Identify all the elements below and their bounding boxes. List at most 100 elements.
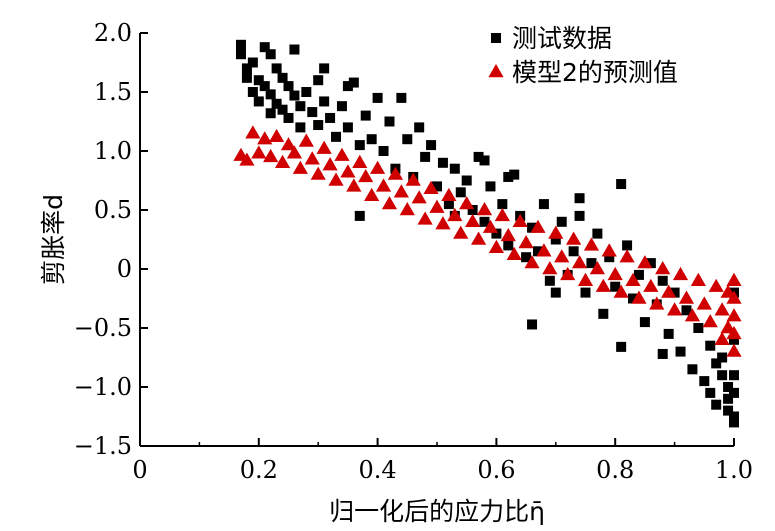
data-point-predicted	[601, 243, 617, 257]
data-point-predicted	[280, 137, 297, 151]
data-point-measured	[354, 140, 365, 151]
data-point-predicted	[583, 237, 600, 251]
data-point-measured	[729, 411, 739, 422]
data-point-predicted	[370, 160, 386, 174]
data-point-predicted	[358, 168, 374, 183]
data-point-measured	[265, 49, 276, 60]
data-point-predicted	[726, 308, 742, 322]
data-point-measured	[550, 234, 561, 245]
data-point-measured	[586, 258, 597, 269]
data-point-measured	[693, 323, 704, 333]
data-point-predicted	[411, 190, 427, 204]
data-point-measured	[729, 387, 739, 398]
data-point-measured	[509, 169, 520, 180]
data-point-measured	[521, 252, 532, 263]
data-point-measured	[645, 258, 656, 269]
data-point-predicted	[500, 227, 516, 242]
y-tick-label: −1.0	[74, 373, 132, 401]
data-point-predicted	[714, 331, 730, 345]
data-point-measured	[265, 108, 276, 119]
data-point-measured	[729, 417, 739, 428]
data-point-measured	[253, 96, 264, 107]
data-point-predicted	[655, 261, 671, 275]
data-point-predicted	[542, 261, 558, 275]
data-point-predicted	[441, 187, 457, 202]
data-point-predicted	[340, 164, 356, 178]
data-point-predicted	[352, 154, 368, 168]
data-point-predicted	[274, 154, 291, 168]
data-point-predicted	[488, 239, 504, 253]
data-point-predicted	[518, 235, 534, 249]
data-point-predicted	[263, 148, 279, 163]
data-point-measured	[295, 122, 306, 133]
data-point-measured	[527, 222, 538, 233]
data-point-measured	[420, 151, 431, 162]
data-point-measured	[527, 319, 538, 330]
data-point-predicted	[470, 231, 487, 245]
data-point-measured	[574, 210, 585, 221]
data-point-measured	[723, 382, 734, 392]
data-point-predicted	[405, 172, 421, 186]
data-point-predicted	[257, 131, 273, 145]
data-point-predicted	[322, 157, 338, 171]
y-axis-title: 剪胀率d	[39, 194, 68, 285]
data-point-measured	[574, 193, 585, 204]
legend-label-predicted: 模型2的预测值	[512, 58, 678, 87]
y-tick-label: −1.5	[74, 432, 132, 460]
data-point-measured	[301, 87, 312, 97]
data-point-measured	[485, 181, 496, 192]
data-point-measured	[253, 75, 264, 86]
data-point-predicted	[554, 249, 570, 263]
data-point-measured	[235, 49, 246, 60]
x-tick-label: 0.8	[596, 456, 634, 484]
data-point-predicted	[625, 272, 641, 286]
legend-marker-predicted	[488, 64, 504, 78]
data-point-measured	[705, 387, 716, 398]
data-point-measured	[247, 87, 258, 97]
data-point-predicted	[708, 278, 724, 292]
data-point-measured	[259, 81, 270, 92]
data-point-measured	[657, 348, 668, 359]
y-tick-label: −0.5	[74, 314, 132, 342]
data-point-measured	[235, 39, 246, 50]
data-point-predicted	[619, 249, 635, 263]
data-point-measured	[544, 275, 555, 286]
data-point-predicted	[429, 199, 445, 213]
data-point-measured	[289, 44, 300, 55]
x-tick-label: 1.0	[715, 456, 753, 484]
data-point-predicted	[607, 266, 623, 281]
data-point-measured	[622, 240, 633, 251]
data-point-measured	[313, 120, 324, 131]
data-point-measured	[443, 199, 454, 210]
y-tick-label: 0	[117, 255, 132, 283]
data-point-predicted	[381, 196, 398, 210]
data-point-measured	[723, 393, 734, 404]
data-point-measured	[331, 131, 342, 142]
data-point-measured	[675, 346, 686, 357]
data-point-predicted	[643, 278, 659, 292]
data-point-measured	[711, 358, 722, 369]
data-point-measured	[479, 155, 490, 166]
data-point-measured	[241, 63, 252, 74]
data-point-measured	[384, 116, 395, 127]
data-point-measured	[396, 92, 407, 103]
axes: 0 0.2 0.4 0.6 0.8 1.0 −1.5 −1.0 −0.5 0 0.5 1.0 1.5 2.…	[39, 19, 753, 526]
data-point-predicted	[548, 225, 564, 239]
data-point-measured	[669, 287, 680, 298]
data-point-predicted	[661, 284, 677, 298]
data-point-measured	[402, 134, 413, 145]
data-point-measured	[639, 317, 650, 328]
data-point-measured	[711, 399, 722, 410]
series-measured	[235, 39, 739, 428]
data-point-measured	[729, 334, 739, 345]
data-point-measured	[628, 293, 639, 304]
data-point-predicted	[393, 184, 409, 198]
data-point-measured	[538, 199, 549, 210]
data-point-measured	[277, 72, 288, 83]
data-point-predicted	[726, 290, 742, 304]
data-point-predicted	[346, 178, 362, 192]
data-point-measured	[426, 140, 437, 151]
data-point-measured	[437, 157, 448, 168]
data-point-measured	[723, 405, 734, 416]
